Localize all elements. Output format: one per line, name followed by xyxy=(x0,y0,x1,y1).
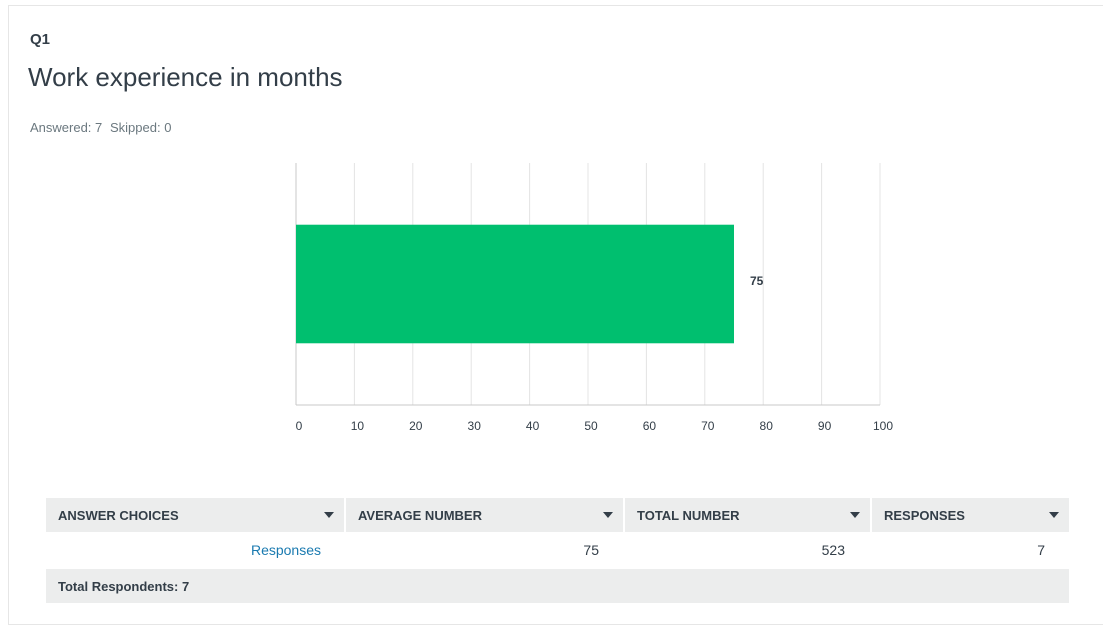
cell-text: 523 xyxy=(821,542,845,558)
column-header[interactable]: RESPONSES xyxy=(872,498,1069,532)
answer-choice-text: Responses xyxy=(250,542,321,558)
column-header-text: AVERAGE NUMBER xyxy=(358,508,482,523)
x-tick-label: 100 xyxy=(873,419,893,433)
column-header[interactable]: AVERAGE NUMBER xyxy=(346,498,623,532)
table-footer-text: Total Respondents: 7 xyxy=(58,579,190,594)
x-tick-label: 20 xyxy=(409,419,423,433)
bar xyxy=(296,224,734,344)
cell: 523 xyxy=(625,533,845,568)
column-header-text: RESPONSES xyxy=(884,508,965,523)
answer-choice[interactable]: Responses xyxy=(46,533,321,568)
column-header[interactable]: ANSWER CHOICES xyxy=(46,498,344,532)
sort-arrow[interactable] xyxy=(850,512,860,518)
x-tick-label: 70 xyxy=(701,419,715,433)
skipped-count: Skipped: 0 xyxy=(110,120,172,135)
sort-arrow[interactable] xyxy=(1049,512,1059,518)
cell: 7 xyxy=(872,533,1045,568)
x-tick-label: 50 xyxy=(584,419,598,433)
sort-arrow[interactable] xyxy=(603,512,613,518)
column-header[interactable]: TOTAL NUMBER xyxy=(625,498,870,532)
cell-text: 7 xyxy=(1037,542,1045,558)
sort-arrow[interactable] xyxy=(324,512,334,518)
cell-text: 75 xyxy=(583,542,599,558)
x-tick-label: 60 xyxy=(643,419,657,433)
chart: 0 10 20 30 40 50 60 70 80 90 100 75 xyxy=(295,163,893,433)
x-tick-label: 0 xyxy=(296,419,303,433)
x-tick-label: 80 xyxy=(760,419,774,433)
column-header-text: TOTAL NUMBER xyxy=(637,508,740,523)
data-label: 75 xyxy=(750,274,764,288)
table-footer: Total Respondents: 7 xyxy=(46,569,1069,603)
x-tick-label: 40 xyxy=(526,419,540,433)
x-tick-label: 10 xyxy=(351,419,365,433)
cell: 75 xyxy=(346,533,599,568)
x-tick-label: 30 xyxy=(468,419,482,433)
question-title: Work experience in months xyxy=(28,62,343,92)
answered-count: Answered: 7 xyxy=(30,120,103,135)
column-header-text: ANSWER CHOICES xyxy=(58,508,179,523)
question-number: Q1 xyxy=(30,31,51,48)
x-tick-label: 90 xyxy=(818,419,832,433)
